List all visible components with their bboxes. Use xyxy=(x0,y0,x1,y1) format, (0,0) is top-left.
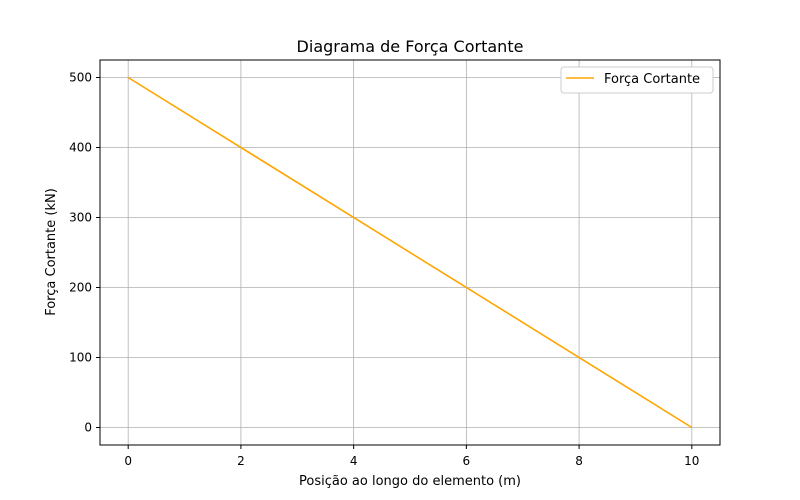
y-axis-ticks: 0 100 200 300 400 500 xyxy=(69,71,100,435)
chart-title: Diagrama de Força Cortante xyxy=(297,37,524,56)
x-axis-ticks: 0 2 4 6 8 10 xyxy=(124,445,699,468)
y-tick-label: 400 xyxy=(69,141,92,155)
y-tick-label: 0 xyxy=(84,421,92,435)
x-tick-label: 6 xyxy=(463,454,471,468)
x-tick-label: 2 xyxy=(237,454,245,468)
plot-frame xyxy=(99,59,721,446)
y-axis-label: Força Cortante (kN) xyxy=(44,188,59,316)
y-tick-label: 100 xyxy=(69,351,92,365)
y-tick-label: 300 xyxy=(69,211,92,225)
legend-box xyxy=(560,66,714,94)
x-axis-label: Posição ao longo do elemento (m) xyxy=(299,474,521,489)
legend: Força Cortante xyxy=(560,66,714,94)
x-tick-label: 0 xyxy=(124,454,132,468)
legend-label: Força Cortante xyxy=(604,72,700,87)
grid-lines xyxy=(100,60,720,445)
y-tick-label: 500 xyxy=(69,71,92,85)
y-tick-label: 200 xyxy=(69,281,92,295)
x-tick-label: 8 xyxy=(575,454,583,468)
x-tick-label: 4 xyxy=(350,454,358,468)
x-tick-label: 10 xyxy=(684,454,699,468)
data-series xyxy=(127,76,693,429)
shear-force-line xyxy=(127,76,693,429)
